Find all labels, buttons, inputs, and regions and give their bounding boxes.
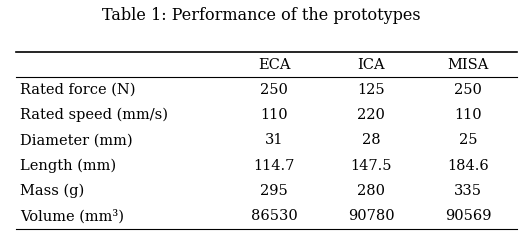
Text: ECA: ECA: [258, 58, 290, 72]
Text: MISA: MISA: [447, 58, 489, 72]
Text: Diameter (mm): Diameter (mm): [20, 133, 132, 148]
Text: 110: 110: [260, 108, 288, 122]
Text: Volume (mm³): Volume (mm³): [20, 209, 124, 223]
Text: Length (mm): Length (mm): [20, 159, 116, 173]
Text: 184.6: 184.6: [447, 159, 489, 173]
Text: 335: 335: [454, 184, 482, 198]
Text: 147.5: 147.5: [350, 159, 392, 173]
Text: 220: 220: [357, 108, 385, 122]
Text: Table 1: Performance of the prototypes: Table 1: Performance of the prototypes: [102, 7, 420, 24]
Text: 110: 110: [455, 108, 482, 122]
Text: 114.7: 114.7: [253, 159, 295, 173]
Text: 90569: 90569: [445, 209, 492, 223]
Text: 28: 28: [362, 133, 381, 148]
Text: 86530: 86530: [251, 209, 298, 223]
Text: Rated force (N): Rated force (N): [20, 83, 135, 97]
Text: 280: 280: [357, 184, 385, 198]
Text: Mass (g): Mass (g): [20, 184, 84, 198]
Text: 295: 295: [260, 184, 288, 198]
Text: 250: 250: [454, 83, 482, 97]
Text: 250: 250: [260, 83, 288, 97]
Text: 25: 25: [459, 133, 478, 148]
Text: 90780: 90780: [348, 209, 395, 223]
Text: 125: 125: [358, 83, 385, 97]
Text: ICA: ICA: [358, 58, 385, 72]
Text: Rated speed (mm/s): Rated speed (mm/s): [20, 108, 168, 122]
Text: 31: 31: [265, 133, 283, 148]
